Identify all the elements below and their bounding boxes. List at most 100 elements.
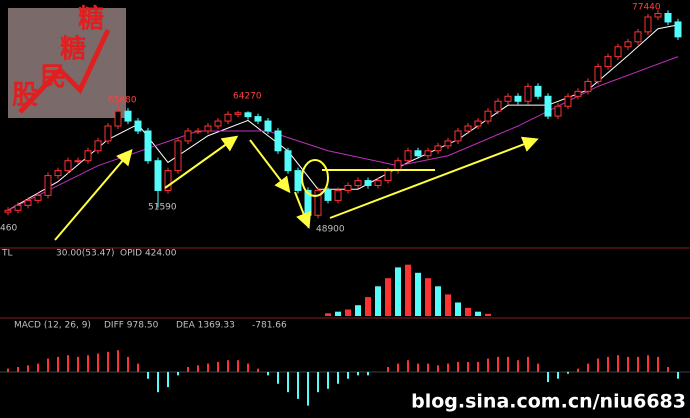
- candle-body: [24, 199, 32, 206]
- candle-body: [454, 130, 462, 142]
- candle-body: [624, 41, 632, 48]
- indicator-bar: [445, 294, 451, 316]
- highlight-circle: [301, 159, 329, 197]
- indicator-bar: [485, 313, 491, 316]
- indicator-bar: [385, 278, 391, 316]
- indicator-bar: [475, 311, 481, 316]
- candle-body: [664, 12, 672, 23]
- candle-body: [314, 189, 322, 216]
- indicator-bar: [425, 278, 431, 316]
- logo-char: 糖: [60, 34, 86, 65]
- candle-body: [44, 175, 52, 196]
- price-label: 64270: [233, 92, 262, 102]
- candle-body: [124, 110, 132, 122]
- candle-body: [334, 189, 342, 201]
- candle-body: [594, 66, 602, 82]
- price-label: 460: [0, 224, 17, 234]
- candle-body: [474, 120, 482, 127]
- candle-body: [444, 140, 452, 147]
- indicator-label: OPID 424.00: [120, 249, 177, 259]
- candle-body: [414, 150, 422, 157]
- candle-body: [294, 170, 302, 191]
- candle-body: [164, 170, 172, 191]
- indicator-label: DEA 1369.33: [176, 321, 235, 331]
- candle-body: [434, 145, 442, 152]
- indicator-bar: [395, 267, 401, 316]
- indicator-label: DIFF 978.50: [104, 321, 159, 331]
- annotations: [54, 135, 539, 241]
- candle-body: [584, 80, 592, 92]
- candle-body: [34, 194, 42, 201]
- candle-body: [424, 150, 432, 157]
- indicator-bar: [405, 264, 411, 316]
- indicator-label: -781.66: [252, 321, 287, 331]
- candle-body: [114, 110, 122, 127]
- candle-body: [374, 180, 382, 186]
- watermark: blog.sina.com.cn/niu6683: [411, 391, 686, 413]
- candle-body: [84, 150, 92, 162]
- candle-body: [64, 160, 72, 172]
- candle-body: [74, 160, 82, 163]
- candle-body: [354, 180, 362, 186]
- indicator-label: MACD (12, 26, 9): [14, 321, 91, 331]
- candle-body: [564, 95, 572, 107]
- trend-arrow: [329, 136, 539, 219]
- indicator-bar: [455, 302, 461, 316]
- candle-body: [174, 140, 182, 172]
- candle-body: [54, 170, 62, 177]
- indicator-label: 30.00(53.47): [56, 249, 115, 259]
- candle-body: [214, 120, 222, 127]
- candle-body: [674, 21, 682, 38]
- candle-body: [574, 90, 582, 97]
- logo-char: 股: [12, 81, 38, 111]
- trend-arrow: [249, 139, 291, 194]
- logo-box: [8, 8, 126, 118]
- candle-body: [234, 112, 242, 115]
- candle-body: [384, 170, 392, 182]
- indicator-bar: [465, 307, 471, 316]
- indicator-label: TL: [1, 249, 13, 259]
- candle-body: [244, 112, 252, 118]
- candle-body: [154, 160, 162, 191]
- candle-body: [534, 85, 542, 97]
- candle-body: [504, 95, 512, 102]
- candle-body: [184, 130, 192, 142]
- price-label: 51590: [148, 203, 177, 213]
- indicator-bar: [345, 309, 351, 316]
- candle-body: [204, 125, 212, 132]
- candle-body: [634, 31, 642, 43]
- candle-body: [274, 130, 282, 152]
- price-label: 65680: [108, 96, 137, 106]
- logo-char: 民: [40, 63, 66, 93]
- candle-body: [484, 110, 492, 122]
- price-label: 77440: [632, 3, 661, 13]
- trend-arrow: [54, 148, 133, 241]
- indicator-bar: [435, 286, 441, 316]
- candle-body: [554, 105, 562, 117]
- indicator-bar: [325, 313, 331, 316]
- candle-body: [134, 120, 142, 132]
- candle-body: [344, 184, 352, 191]
- logo: 糖 糖 股 民: [8, 4, 126, 118]
- candle-body: [654, 12, 662, 18]
- candle-body: [284, 150, 292, 172]
- candle-body: [324, 189, 332, 201]
- candle-body: [94, 140, 102, 152]
- candle-body: [604, 56, 612, 68]
- indicator-bar: [375, 286, 381, 316]
- indicator-bar: [335, 311, 341, 316]
- candle-body: [264, 120, 272, 132]
- trend-arrow: [164, 135, 239, 189]
- candle-body: [224, 113, 232, 122]
- candle-body: [104, 125, 112, 142]
- indicator-bar: [365, 297, 371, 316]
- candle-body: [14, 204, 22, 211]
- candle-body: [194, 130, 202, 133]
- candle-body: [144, 130, 152, 162]
- candle-body: [254, 116, 262, 122]
- logo-arrow: [18, 28, 111, 114]
- candle-body: [4, 209, 12, 213]
- price-label: 48900: [316, 225, 345, 235]
